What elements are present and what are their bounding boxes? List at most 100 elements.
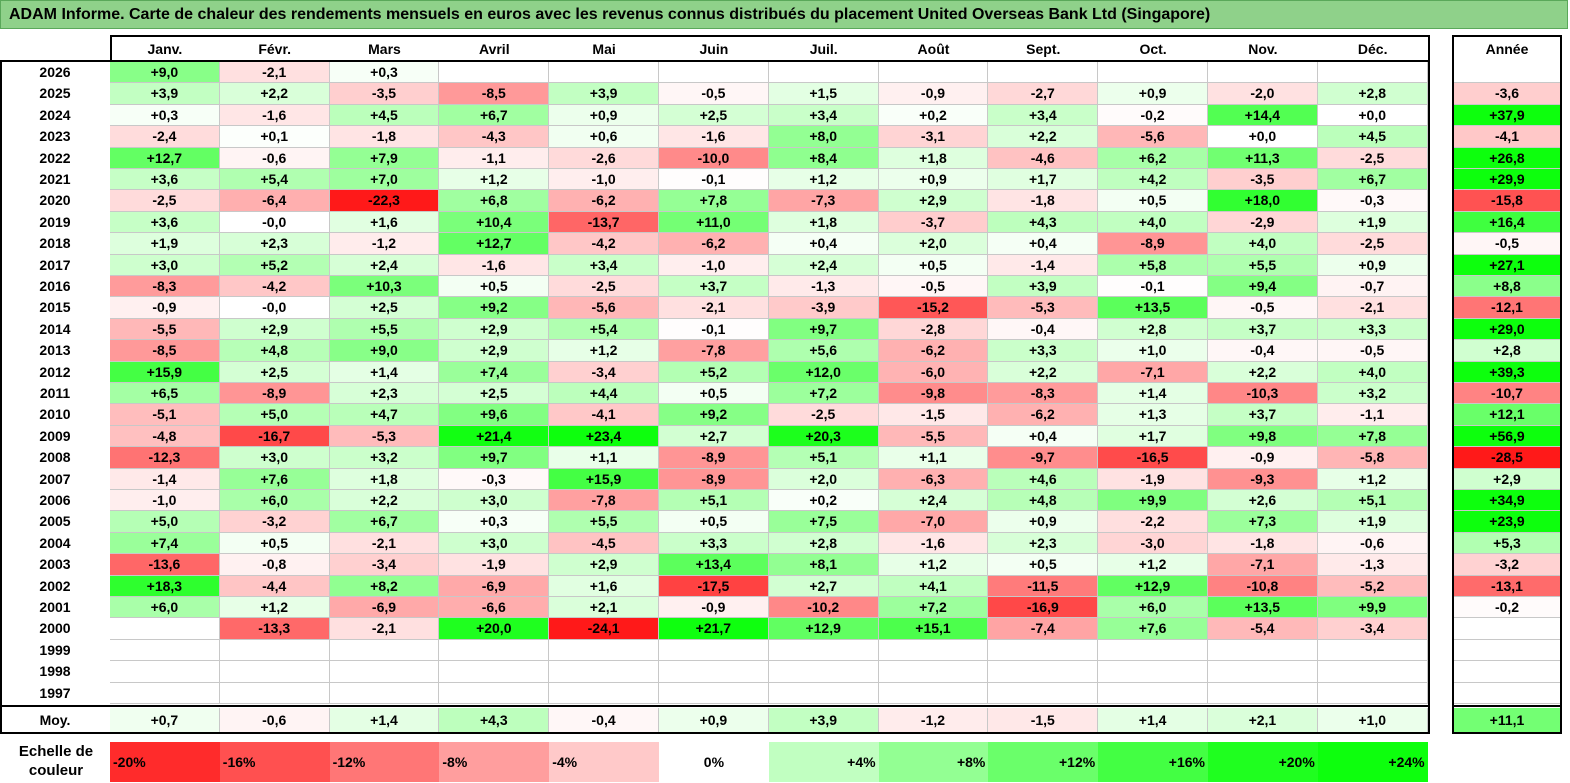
heatmap-cell	[1208, 639, 1318, 662]
heatmap-cell: -7,1	[1098, 361, 1208, 383]
average-label: Moy.	[39, 712, 71, 728]
heatmap-cell: +2,3	[219, 233, 330, 255]
heatmap-cell: +0,2	[878, 104, 989, 127]
heatmap-cell: +9,9	[1317, 597, 1428, 619]
heatmap-cell: +2,1	[549, 597, 659, 619]
year-label: 2020	[39, 192, 71, 209]
heatmap-cell: +4,0	[1317, 361, 1428, 383]
heatmap-cell: +18,3	[110, 575, 220, 597]
heatmap-cell: +3,6	[110, 211, 220, 234]
heatmap-cell: +5,5	[1208, 254, 1318, 276]
heatmap-cell: -6,9	[439, 575, 550, 597]
heatmap-cell: +5,4	[549, 318, 659, 341]
heatmap-cell: -2,1	[329, 618, 440, 640]
annual-cell: -0,2	[1452, 597, 1562, 619]
heatmap-cell: +1,4	[329, 361, 440, 383]
heatmap-cell: +0,1	[219, 126, 330, 148]
scale-step: +12%	[988, 742, 1099, 782]
heatmap-cell: -2,5	[110, 190, 220, 212]
heatmap-cell: +1,2	[439, 169, 550, 191]
heatmap-cell: -6,2	[878, 340, 989, 362]
heatmap-cell: +0,9	[988, 511, 1099, 533]
heatmap-cell: +3,4	[988, 104, 1099, 127]
heatmap-cell: -1,0	[659, 254, 769, 276]
average-cell: -0,4	[549, 708, 659, 732]
heatmap-cell: -7,4	[988, 618, 1099, 640]
annual-cell: +2,8	[1452, 340, 1562, 362]
scale-step: +8%	[878, 742, 989, 782]
scale-label: Echelle de couleur	[18, 743, 94, 779]
heatmap-cell: -1,1	[1317, 404, 1428, 426]
heatmap-cell: +0,2	[768, 490, 879, 512]
heatmap-cell: +21,7	[659, 618, 769, 640]
month-header: Août	[917, 41, 950, 57]
average-cell: -1,5	[988, 708, 1099, 732]
heatmap-cell: -7,0	[878, 511, 989, 533]
heatmap-cell	[110, 682, 220, 704]
heatmap-cell: -24,1	[549, 618, 659, 640]
heatmap-cell: -2,1	[659, 297, 769, 319]
annual-cell: +39,3	[1452, 361, 1562, 383]
heatmap-cell: +7,2	[768, 383, 879, 405]
heatmap-cell: -6,4	[219, 190, 330, 212]
heatmap-cell	[659, 639, 769, 662]
heatmap-cell: +1,1	[549, 447, 659, 469]
heatmap-cell: +3,0	[439, 532, 550, 555]
heatmap-cell: -1,4	[110, 468, 220, 490]
heatmap-cell: -2,5	[549, 276, 659, 298]
heatmap-cell: +2,4	[878, 490, 989, 512]
heatmap-cell: -1,1	[439, 147, 550, 169]
heatmap-cell: +15,1	[878, 618, 989, 640]
heatmap-cell: -1,0	[549, 169, 659, 191]
heatmap-cell: +4,4	[549, 383, 659, 405]
heatmap-cell: -8,9	[1098, 233, 1208, 255]
annual-cell	[1452, 661, 1562, 683]
heatmap-cell: -6,9	[329, 597, 440, 619]
year-label: 2005	[39, 513, 71, 530]
heatmap-cell: +2,8	[768, 532, 879, 555]
heatmap-cell: +13,5	[1098, 297, 1208, 319]
heatmap-cell: +4,7	[329, 404, 440, 426]
heatmap-cell: +1,4	[1098, 383, 1208, 405]
year-label: 1997	[39, 684, 71, 701]
month-header: Mars	[368, 41, 401, 57]
heatmap-cell: -3,5	[329, 83, 440, 105]
heatmap-cell: +4,5	[329, 104, 440, 127]
heatmap-cell: +6,0	[110, 597, 220, 619]
year-label: 2015	[39, 299, 71, 316]
heatmap-cell: -1,9	[1098, 468, 1208, 490]
heatmap-cell: -16,7	[219, 425, 330, 448]
scale-step: +4%	[768, 742, 879, 782]
heatmap-cell: +4,0	[1208, 233, 1318, 255]
heatmap-cell: -0,3	[1317, 190, 1428, 212]
heatmap-cell: -6,2	[549, 190, 659, 212]
annual-cell: +8,8	[1452, 276, 1562, 298]
average-cell: +1,4	[329, 708, 440, 732]
average-cell: +3,9	[768, 708, 879, 732]
heatmap-cell: +2,9	[219, 318, 330, 341]
heatmap-cell: +8,2	[329, 575, 440, 597]
heatmap-cell: -1,2	[329, 233, 440, 255]
heatmap-cell: +11,3	[1208, 147, 1318, 169]
heatmap-cell: +9,4	[1208, 276, 1318, 298]
year-label: 2025	[39, 85, 71, 102]
heatmap-cell	[768, 62, 879, 84]
heatmap-cell: +0,4	[768, 233, 879, 255]
heatmap-cell: +7,6	[1098, 618, 1208, 640]
year-label: 2002	[39, 577, 71, 594]
heatmap-cell: -0,0	[219, 211, 330, 234]
month-header: Juin	[699, 41, 729, 57]
heatmap-cell: +1,2	[1317, 468, 1428, 490]
heatmap-cell: +1,2	[1098, 554, 1208, 576]
heatmap-cell: +9,2	[439, 297, 550, 319]
heatmap-cell: +2,5	[329, 297, 440, 319]
annual-cell: +2,9	[1452, 468, 1562, 490]
heatmap-cell: +0,0	[1208, 126, 1318, 148]
heatmap-cell: -0,7	[1317, 276, 1428, 298]
heatmap-cell: +5,8	[1098, 254, 1208, 276]
heatmap-cell: +7,8	[1317, 425, 1428, 448]
heatmap-cell: +12,7	[110, 147, 220, 169]
heatmap-cell: +3,4	[768, 104, 879, 127]
heatmap-cell: +6,0	[219, 490, 330, 512]
heatmap-cell	[1098, 62, 1208, 84]
